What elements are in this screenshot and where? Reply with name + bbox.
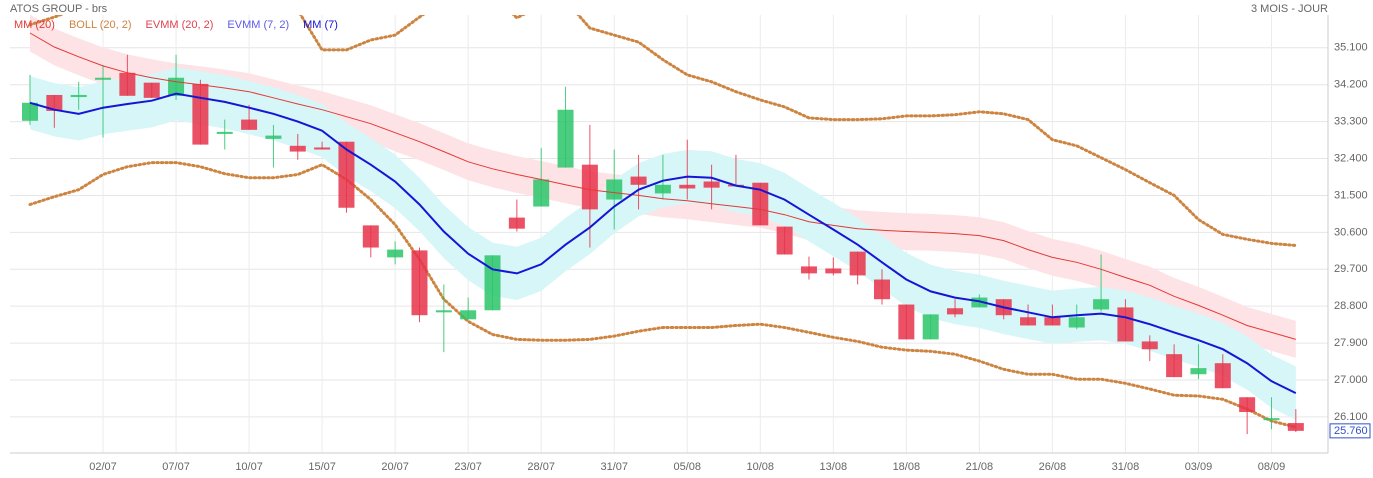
last-price-label: 25.760: [1334, 425, 1368, 437]
candle-body: [874, 279, 890, 300]
bollinger-lower: [28, 161, 1298, 429]
legend: MM (20) BOLL (20, 2) EVMM (20, 2) EVMM (7, …: [14, 19, 338, 31]
legend-entry: BOLL (20, 2): [69, 19, 132, 31]
candle-body: [971, 297, 988, 308]
candle-body: [1044, 317, 1061, 326]
bollinger-upper: [28, 15, 1298, 247]
x-tick-label: 23/07: [454, 461, 482, 473]
candle-body: [95, 77, 112, 80]
candle-body: [776, 226, 793, 255]
x-tick-label: 05/08: [673, 461, 701, 473]
candle-body: [484, 255, 501, 311]
candle-body: [1093, 299, 1110, 310]
candle-body: [143, 82, 160, 98]
legend-entry: EVMM (7, 2): [227, 19, 289, 31]
x-tick-label: 10/08: [747, 461, 775, 473]
plot-area: [22, 15, 1304, 435]
candle-body: [825, 268, 842, 274]
candle-body: [849, 251, 866, 276]
y-tick-label: 31.500: [1334, 189, 1368, 201]
legend-entry: MM (7): [303, 19, 338, 31]
y-tick-label: 34.200: [1334, 79, 1368, 91]
axes: 26.100 27.000 27.900 28.800 29.700 30.600 31.5…: [10, 15, 1371, 473]
y-tick-label: 29.700: [1334, 263, 1368, 275]
x-tick-label: 26/08: [1039, 461, 1067, 473]
x-tick-label: 07/07: [162, 461, 190, 473]
y-tick-label: 27.900: [1334, 337, 1368, 349]
candle-body: [314, 147, 331, 150]
candle-body: [922, 314, 939, 340]
candle-body: [1117, 307, 1134, 342]
candle-body: [265, 135, 282, 139]
candle-body: [362, 225, 379, 248]
candle-body: [460, 310, 477, 320]
x-tick-label: 10/07: [235, 461, 263, 473]
candle-body: [241, 119, 258, 130]
candle-body: [508, 217, 525, 229]
candle-body: [411, 250, 428, 316]
legend-entry: EVMM (20, 2): [146, 19, 214, 31]
x-tick-label: 31/08: [1112, 461, 1140, 473]
candle-body: [192, 83, 209, 145]
x-tick-label: 08/09: [1258, 461, 1286, 473]
moving-average-line: [29, 32, 1296, 340]
x-tick-label: 21/08: [966, 461, 994, 473]
candle-body: [533, 179, 550, 207]
period-label: 3 MOIS - JOUR: [1251, 3, 1328, 15]
y-tick-label: 33.300: [1334, 116, 1368, 128]
candle-body: [630, 176, 647, 185]
candle-body: [1141, 341, 1158, 350]
candle-body: [22, 102, 38, 121]
candle-body: [581, 164, 598, 210]
candle-body: [216, 131, 233, 134]
candle-body: [1166, 354, 1183, 378]
candle-body: [1214, 363, 1231, 389]
last-price-box: [1329, 423, 1371, 439]
y-tick-label: 30.600: [1334, 226, 1368, 238]
x-tick-label: 31/07: [600, 461, 628, 473]
candle-body: [557, 109, 574, 168]
x-tick-label: 15/07: [308, 461, 336, 473]
candle-body: [1190, 368, 1207, 375]
y-tick-label: 27.000: [1334, 374, 1368, 386]
candle-body: [1068, 317, 1085, 328]
y-tick-label: 28.800: [1334, 300, 1368, 312]
candle-body: [119, 72, 136, 96]
y-tick-label: 35.100: [1334, 42, 1368, 54]
candle-body: [70, 94, 87, 98]
candle-body: [679, 184, 696, 189]
candle-body: [1287, 423, 1304, 431]
candle-body: [1239, 397, 1256, 412]
candle-body: [898, 304, 915, 340]
candle-body: [435, 310, 452, 313]
candle-body: [289, 145, 306, 152]
candle-body: [947, 308, 964, 315]
candle-body: [800, 266, 817, 274]
x-tick-label: 28/07: [527, 461, 555, 473]
legend-entry: MM (20): [14, 19, 55, 31]
x-tick-label: 02/07: [89, 461, 117, 473]
x-tick-label: 18/08: [893, 461, 921, 473]
candle-body: [703, 181, 720, 188]
x-tick-label: 03/09: [1185, 461, 1213, 473]
candle-body: [752, 182, 769, 226]
candle-body: [1020, 317, 1037, 326]
chart-title: ATOS GROUP - brs: [10, 3, 108, 15]
candle-body: [606, 179, 623, 200]
x-tick-label: 13/08: [820, 461, 848, 473]
y-tick-label: 26.100: [1334, 411, 1368, 423]
candle-body: [387, 249, 404, 258]
moving-average-line: [29, 92, 1297, 394]
candle-body: [338, 141, 355, 208]
candle-body: [1263, 418, 1280, 421]
x-tick-label: 20/07: [381, 461, 409, 473]
y-tick-label: 32.400: [1334, 152, 1368, 164]
candle-body: [654, 184, 671, 194]
candle-body: [46, 94, 63, 111]
